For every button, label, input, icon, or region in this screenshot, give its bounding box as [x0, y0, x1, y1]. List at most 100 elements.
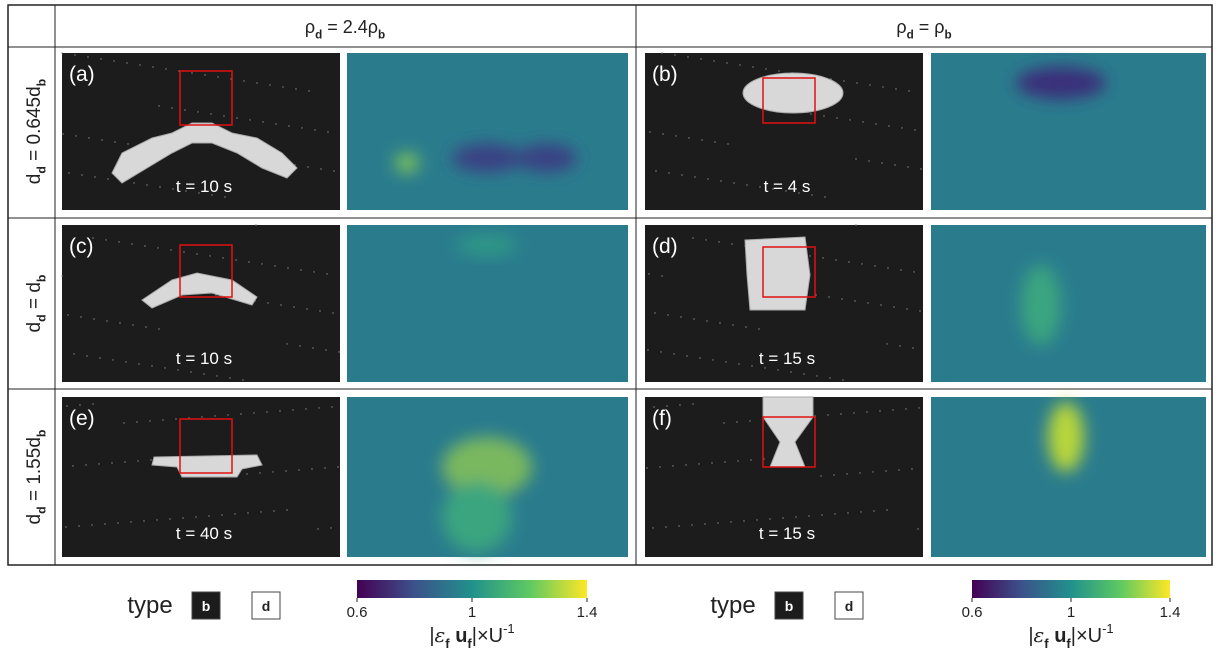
speck [67, 314, 68, 315]
speck [156, 519, 157, 520]
speck [106, 320, 107, 321]
text-part: ε [1034, 623, 1045, 647]
speck [724, 461, 725, 462]
speck [311, 468, 312, 469]
speck [138, 363, 139, 364]
speck [654, 312, 655, 313]
text-part: b [35, 429, 49, 437]
speck [208, 515, 209, 516]
speck [118, 241, 119, 242]
speck [119, 322, 120, 323]
speck [78, 525, 79, 526]
speck [765, 68, 766, 69]
colorbar-label: |εf uf|×U-1 [1028, 621, 1113, 651]
speck [152, 66, 153, 67]
speck [105, 239, 106, 240]
text-part: u [1054, 625, 1066, 647]
speck [221, 514, 222, 515]
speck [81, 174, 82, 175]
speck [836, 117, 837, 118]
text-part: ρ [305, 17, 315, 37]
speck [750, 459, 751, 460]
speck [286, 343, 287, 344]
speck [906, 308, 907, 309]
speck [99, 357, 100, 358]
speck [66, 405, 67, 406]
speck [649, 131, 650, 132]
speck [743, 520, 744, 521]
speck [146, 184, 147, 185]
speck [107, 178, 108, 179]
speck [880, 304, 881, 305]
speck [184, 109, 185, 110]
speck [849, 119, 850, 120]
speck [914, 129, 915, 130]
speck [886, 343, 887, 344]
speck [157, 247, 158, 248]
speck [660, 351, 661, 352]
speck [866, 411, 867, 412]
speck [94, 176, 95, 177]
speck [204, 74, 205, 75]
speck [828, 296, 829, 297]
speck [867, 302, 868, 303]
speck [687, 56, 688, 57]
pile-shape [745, 237, 810, 310]
speck [243, 80, 244, 81]
speck [229, 377, 230, 378]
speck [782, 517, 783, 518]
speck [136, 421, 137, 422]
legend-label: d [845, 598, 854, 614]
speck [298, 469, 299, 470]
speck [661, 52, 662, 53]
speck [905, 408, 906, 409]
speck [733, 182, 734, 183]
colorbar-tick-label: 1 [1067, 604, 1075, 621]
speck [247, 512, 248, 513]
speck [667, 314, 668, 315]
panel-tag: (f) [652, 407, 672, 430]
speck [87, 56, 88, 57]
speck [65, 526, 66, 527]
speck [869, 84, 870, 85]
speck [130, 521, 131, 522]
speck [248, 261, 249, 262]
speck [843, 80, 844, 81]
speck [673, 353, 674, 354]
panel-tag: (c) [69, 235, 94, 258]
speck [308, 90, 309, 91]
speck [242, 379, 243, 380]
speck [327, 131, 328, 132]
speck [892, 409, 893, 410]
speck [714, 141, 715, 142]
speck [881, 162, 882, 163]
speck [795, 516, 796, 517]
speck [255, 224, 256, 225]
speck [132, 324, 133, 325]
speck [68, 172, 69, 173]
speck [260, 511, 261, 512]
fluid-field [347, 53, 628, 210]
speck [195, 516, 196, 517]
speck [846, 473, 847, 474]
speck [285, 470, 286, 471]
speck [752, 66, 753, 67]
panel-time: t = 10 s [176, 177, 232, 196]
colorbar-tick-label: 1.4 [577, 604, 598, 621]
speck [685, 464, 686, 465]
speck [62, 133, 63, 134]
speck [920, 168, 921, 169]
text-part: d [24, 514, 45, 525]
speck [216, 375, 217, 376]
speck [841, 298, 842, 299]
speck [718, 241, 719, 242]
speck [868, 160, 869, 161]
speck [280, 304, 281, 305]
colorbar-tick-label: 0.6 [347, 604, 368, 621]
speck [861, 263, 862, 264]
speck [700, 58, 701, 59]
speck [240, 413, 241, 414]
speck [808, 515, 809, 516]
speck [723, 422, 724, 423]
speck [790, 371, 791, 372]
